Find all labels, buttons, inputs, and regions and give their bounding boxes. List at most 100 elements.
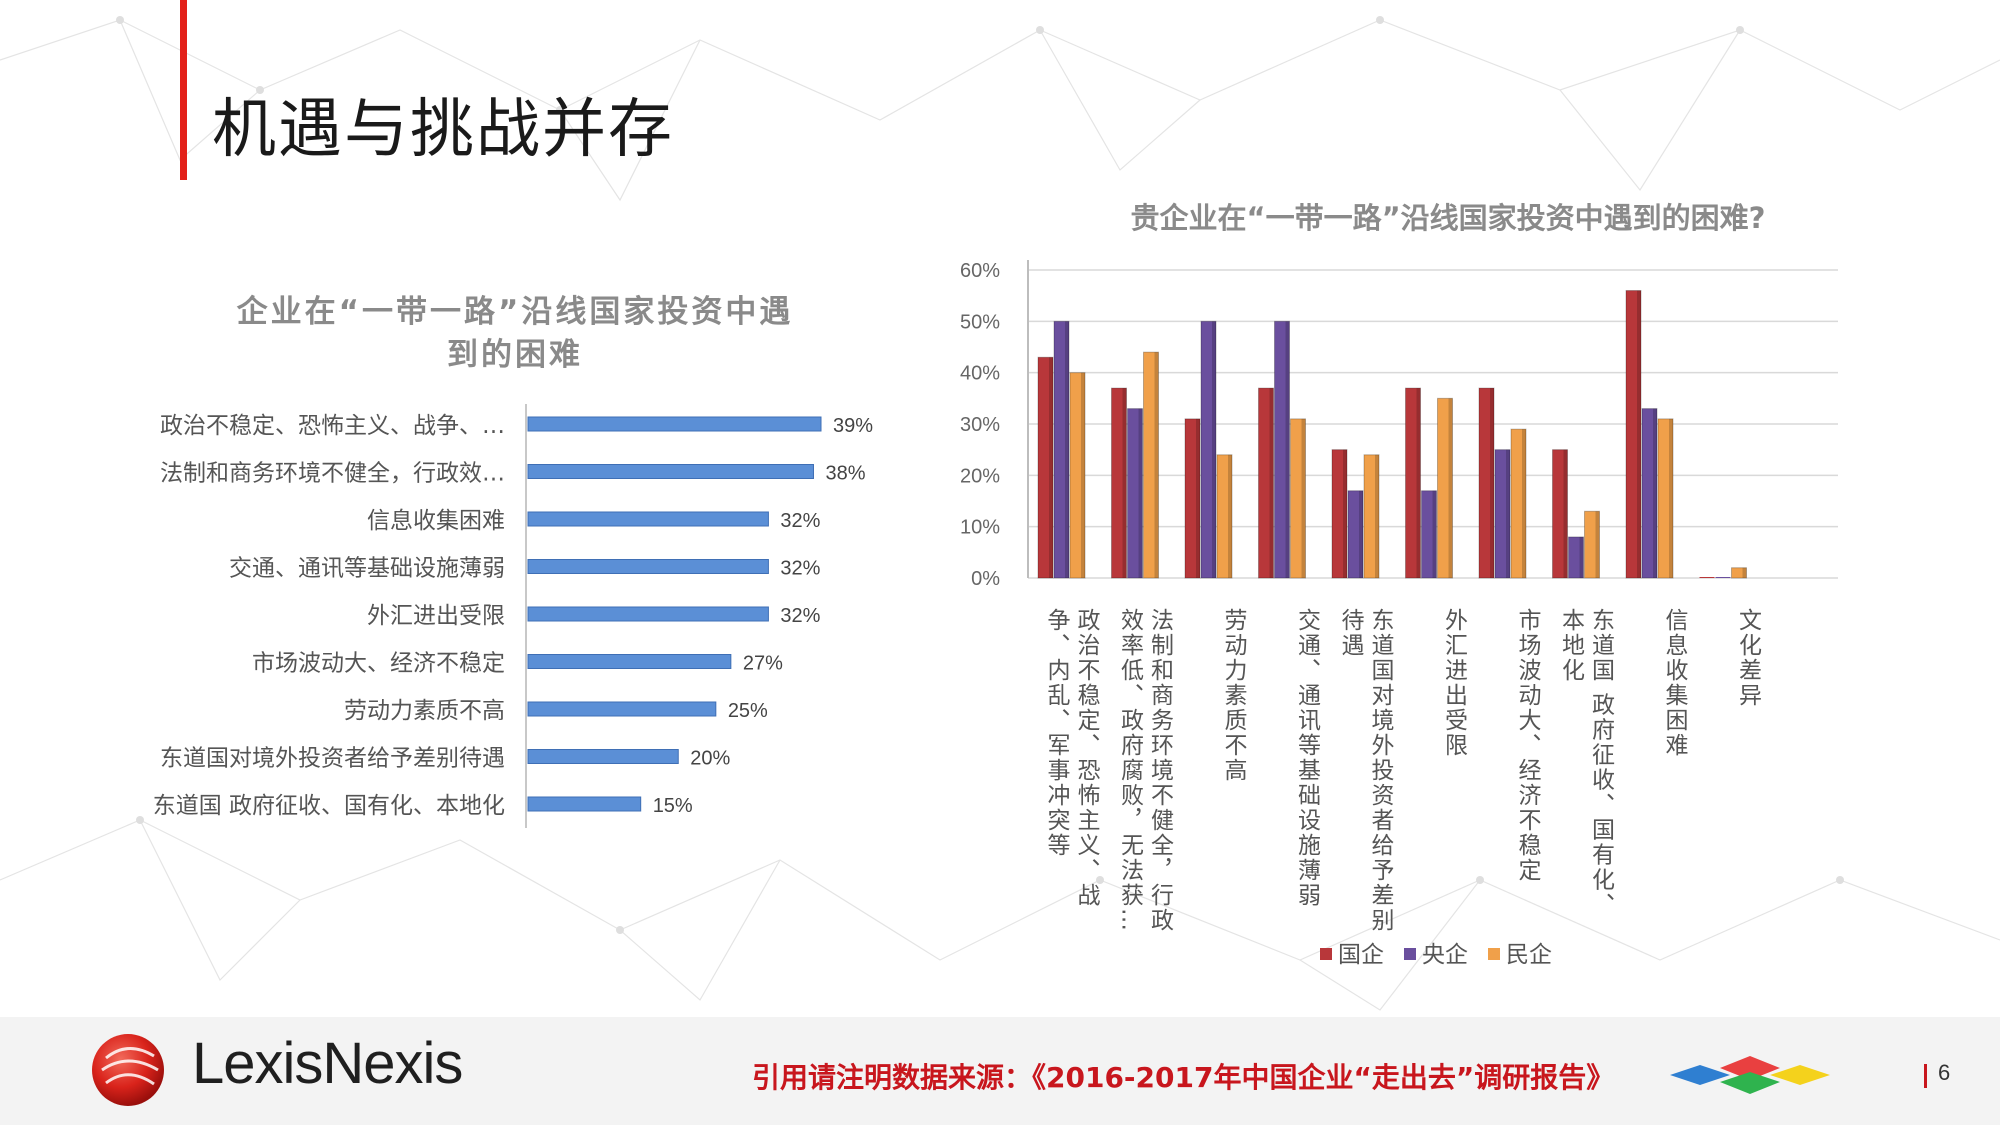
right-chart-bar-shade [1490, 388, 1494, 578]
right-chart-bar [1657, 418, 1674, 579]
right-chart-category-label: 交通、通讯等基础设施薄弱 [1294, 608, 1322, 908]
right-chart-bar-shade [1081, 372, 1085, 578]
right-chart-bar-shade [1285, 321, 1290, 578]
right-chart-bar [1510, 428, 1527, 579]
right-chart-bar [1641, 408, 1658, 579]
right-chart-bar [1037, 356, 1054, 579]
right-chart-bar-shade [1122, 388, 1127, 578]
right-chart-bar-shade [1359, 490, 1363, 578]
page-number: 6 [1938, 1060, 1951, 1085]
right-chart-bar [1494, 449, 1511, 579]
right-chart-legend-swatch [1320, 948, 1332, 960]
left-chart-category-label: 东道国 政府征收、国有化、本地化 [153, 793, 505, 819]
right-chart-bar-shade [1154, 352, 1159, 578]
right-chart-bar [1143, 351, 1159, 579]
left-chart-bar [527, 464, 814, 479]
left-chart-bar [527, 559, 769, 574]
left-chart-bar [527, 606, 769, 622]
left-chart-title-line-2: 到的困难 [447, 337, 583, 373]
right-chart-bar [1363, 454, 1380, 579]
left-chart-category-label: 交通、通讯等基础设施薄弱 [229, 556, 505, 582]
right-chart-bar-shade [1228, 454, 1232, 578]
right-chart-category-label: 本地化 [1558, 608, 1586, 683]
right-chart-bar-shade [1653, 408, 1657, 578]
right-chart-bar-shade [1065, 321, 1069, 578]
left-chart-value-label: 32% [780, 510, 820, 532]
left-chart-category-label: 信息收集困难 [367, 508, 505, 534]
right-chart-bar-shade [1301, 418, 1306, 578]
right-chart-legend-swatch [1488, 948, 1500, 960]
left-chart-bar [527, 749, 679, 764]
right-chart-bar [1069, 372, 1086, 579]
right-chart-bar-shade [1375, 454, 1379, 578]
colored-diamonds-decoration [1670, 1056, 1830, 1094]
right-chart-bar [1200, 320, 1217, 579]
page-number-separator [1924, 1064, 1927, 1088]
left-chart-bar [527, 796, 642, 812]
right-chart-bar-shade [1579, 536, 1584, 578]
right-chart-bar-shade [1269, 388, 1274, 578]
left-chart-value-label: 15% [653, 795, 693, 817]
right-chart-ytick-label: 20% [960, 465, 1000, 487]
left-chart-category-label: 法制和商务环境不健全，行政效… [160, 461, 505, 487]
right-chart-category-label: 市场波动大、经济不稳定 [1514, 608, 1542, 883]
right-chart-category-label: 待遇 [1337, 608, 1365, 658]
footer-bar [0, 1017, 2000, 1125]
left-chart-value-label: 27% [743, 653, 783, 675]
right-chart-bar [1731, 567, 1747, 579]
right-chart-bar [1347, 490, 1364, 579]
right-chart-bar-shade [1432, 490, 1437, 578]
left-chart-value-label: 39% [833, 415, 873, 437]
source-citation: 引用请注明数据来源：《2016-2017年中国企业“走出去”调研报告》 [752, 1061, 1615, 1094]
charts-canvas: 企业在“一带一路”沿线国家投资中遇 到的困难 政治不稳定、恐怖主义、战争、… 39… [153, 201, 1838, 968]
right-chart-bar-shade [1563, 449, 1568, 578]
right-chart-bar [1405, 387, 1421, 579]
right-chart-bar [1274, 320, 1290, 579]
right-chart-bar-shade [1506, 449, 1510, 578]
left-chart-value-label: 38% [825, 463, 865, 485]
left-chart-bar [527, 511, 769, 527]
left-chart-value-label: 32% [780, 558, 820, 580]
right-chart-legend-label: 国企 [1338, 942, 1384, 968]
right-chart-category-label: 东道国对境外投资者给予差别 [1367, 608, 1395, 933]
right-chart-bar [1552, 449, 1568, 579]
left-chart-value-label: 32% [780, 605, 820, 627]
right-chart-ytick-label: 60% [960, 260, 1000, 282]
right-chart-bar-shade [1049, 357, 1053, 578]
left-chart-bar [527, 416, 822, 432]
right-chart-bar [1053, 320, 1070, 579]
right-chart-category-label: 法制和商务环境不健全，行政 [1147, 608, 1175, 933]
right-chart-category-label: 劳动力素质不高 [1220, 608, 1248, 783]
left-chart-category-label: 政治不稳定、恐怖主义、战争、… [160, 413, 505, 439]
left-chart-value-label: 20% [690, 748, 730, 770]
logo-wordmark: LexisNexis [192, 1031, 463, 1096]
horizontal-bar-chart: 政治不稳定、恐怖主义、战争、… 39% 法制和商务环境不健全，行政效… 38% 信息收集… [153, 404, 873, 828]
right-chart-bar-shade [1138, 408, 1143, 578]
right-chart-ytick-label: 40% [960, 363, 1000, 385]
right-chart-bar-shade [1212, 321, 1216, 578]
right-chart-bar [1568, 536, 1584, 579]
left-chart-title-line-1: 企业在“一带一路”沿线国家投资中遇 [237, 294, 794, 330]
left-chart-category-label: 市场波动大、经济不稳定 [252, 651, 505, 677]
right-chart-bar [1127, 408, 1143, 579]
right-chart-bar [1290, 418, 1306, 579]
right-chart-bar [1625, 290, 1642, 579]
right-chart-bar [1478, 387, 1495, 579]
right-chart-ytick-label: 50% [960, 311, 1000, 333]
left-chart-category-label: 东道国对境外投资者给予差别待遇 [160, 746, 505, 772]
left-chart-value-label: 25% [728, 700, 768, 722]
right-chart-title: 贵企业在“一带一路”沿线国家投资中遇到的困难? [1131, 201, 1766, 235]
left-chart-bar [527, 701, 717, 717]
right-chart-category-label: 外汇进出受限 [1441, 608, 1469, 758]
right-chart-ytick-label: 10% [960, 517, 1000, 539]
right-chart-bar [1258, 387, 1274, 579]
right-chart-legend-label: 民企 [1506, 942, 1552, 968]
right-chart-ytick-label: 30% [960, 414, 1000, 436]
right-chart-legend-swatch [1404, 948, 1416, 960]
right-chart-bar [1437, 397, 1453, 579]
right-chart-bar [1216, 454, 1233, 579]
right-chart-category-label: 政治不稳定、恐怖主义、战 [1073, 608, 1101, 908]
right-chart-bar-shade [1416, 388, 1421, 578]
right-chart-category-label: 东道国 政府征收、国有化、 [1588, 608, 1616, 917]
right-chart-bar-shade [1343, 449, 1347, 578]
